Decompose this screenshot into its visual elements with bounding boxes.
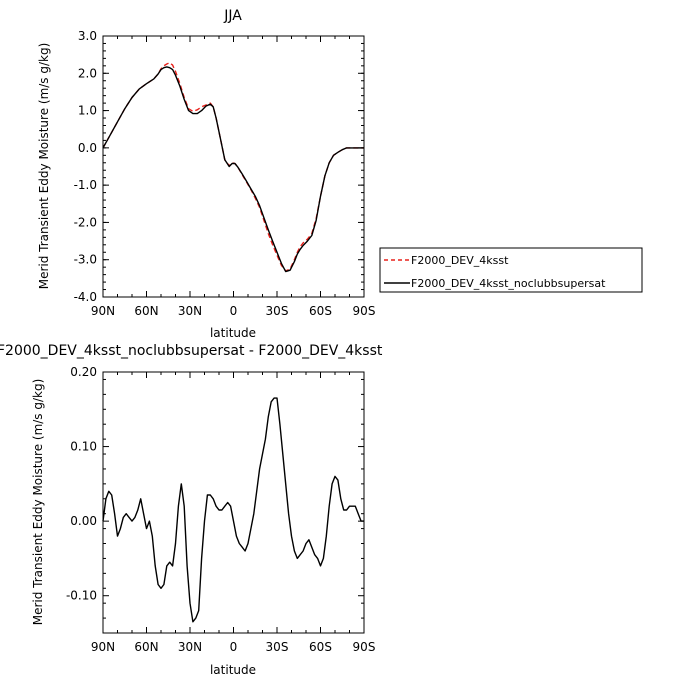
upper-panel: JJA Merid Transient Eddy Moisture (m/s g… [37, 8, 375, 340]
legend-box [379, 247, 643, 293]
y-tick-label: 0.0 [78, 141, 97, 155]
x-tick-label: 30N [178, 640, 202, 654]
x-tick-label: 90S [353, 304, 376, 318]
x-tick-label: 90S [353, 640, 376, 654]
upper-x-axis-label: latitude [210, 326, 256, 340]
x-tick-label: 60N [134, 304, 158, 318]
series-line-2 [102, 66, 364, 273]
x-tick-label: 60S [309, 640, 332, 654]
lower-chart-title: F2000_DEV_4ksst_noclubbsupersat - F2000_… [0, 343, 383, 359]
y-tick-label: 1.0 [78, 104, 97, 118]
lower-x-axis-label: latitude [210, 663, 256, 677]
y-tick-label: -3.0 [74, 253, 97, 267]
difference-line [102, 397, 364, 623]
legend: F2000_DEV_4ksst F2000_DEV_4ksst_noclubbs… [379, 247, 643, 293]
x-tick-label: 60N [134, 640, 158, 654]
y-tick-label: 0.00 [70, 514, 97, 528]
x-tick-label: 0 [230, 304, 238, 318]
y-tick-label: 3.0 [78, 29, 97, 43]
series-line-1 [102, 62, 364, 272]
y-tick-label: 2.0 [78, 66, 97, 80]
x-tick-label: 90N [91, 304, 115, 318]
y-tick-label: -2.0 [74, 215, 97, 229]
x-tick-label: 30N [178, 304, 202, 318]
y-tick-label: 0.10 [70, 440, 97, 454]
lower-panel: F2000_DEV_4ksst_noclubbsupersat - F2000_… [0, 343, 383, 677]
upper-plot-frame [102, 35, 365, 298]
y-tick-label: 0.20 [70, 365, 97, 379]
lower-plot-frame [102, 371, 365, 634]
y-tick-label: -4.0 [74, 290, 97, 304]
y-tick-label: -0.10 [66, 589, 97, 603]
upper-chart-title: JJA [223, 8, 242, 24]
x-tick-label: 60S [309, 304, 332, 318]
x-tick-label: 90N [91, 640, 115, 654]
lower-y-axis-label: Merid Transient Eddy Moisture (m/s g/kg) [31, 379, 45, 626]
legend-label-series-2: F2000_DEV_4ksst_noclubbsupersat [411, 277, 606, 290]
y-tick-label: -1.0 [74, 178, 97, 192]
upper-y-axis-label: Merid Transient Eddy Moisture (m/s g/kg) [37, 43, 51, 290]
legend-label-series-1: F2000_DEV_4ksst [411, 254, 509, 267]
x-tick-label: 30S [266, 304, 289, 318]
x-tick-label: 0 [230, 640, 238, 654]
x-tick-label: 30S [266, 640, 289, 654]
